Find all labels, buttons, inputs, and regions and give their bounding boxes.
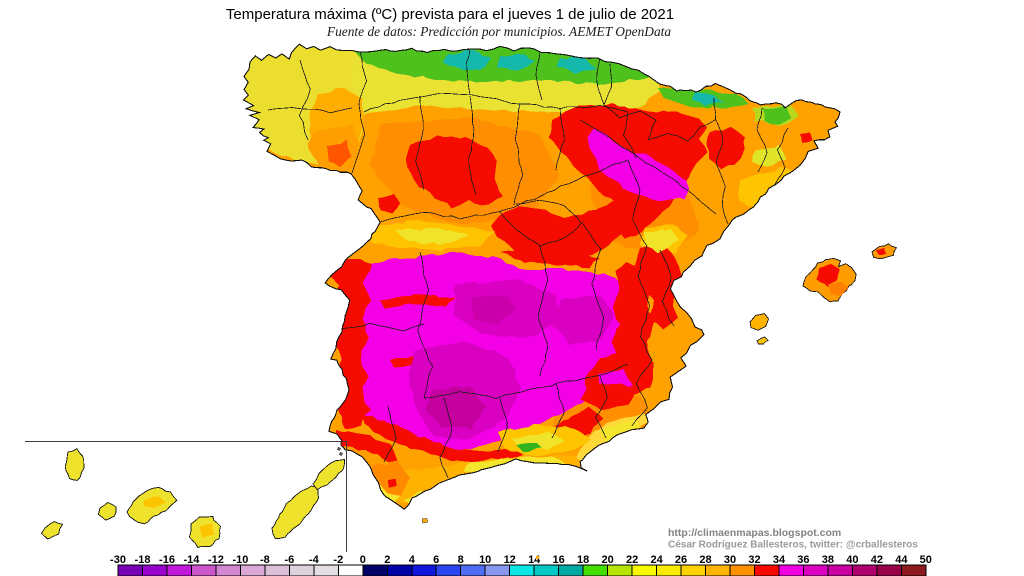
svg-text:-10: -10 bbox=[232, 554, 248, 566]
svg-text:22: 22 bbox=[626, 554, 638, 566]
svg-text:Temperatura máxima (ºC) previs: Temperatura máxima (ºC) prevista para el… bbox=[226, 6, 674, 23]
svg-text:50: 50 bbox=[920, 554, 932, 566]
svg-text:34: 34 bbox=[773, 554, 786, 566]
svg-text:6: 6 bbox=[433, 554, 439, 566]
svg-text:42: 42 bbox=[871, 554, 883, 566]
svg-text:20: 20 bbox=[601, 554, 613, 566]
svg-text:28: 28 bbox=[699, 554, 711, 566]
svg-text:2: 2 bbox=[384, 554, 390, 566]
svg-text:-12: -12 bbox=[208, 554, 224, 566]
svg-text:8: 8 bbox=[458, 554, 464, 566]
svg-text:-4: -4 bbox=[309, 554, 320, 566]
svg-text:24: 24 bbox=[650, 554, 663, 566]
svg-text:-14: -14 bbox=[183, 554, 200, 566]
svg-text:40: 40 bbox=[846, 554, 858, 566]
svg-text:16: 16 bbox=[552, 554, 564, 566]
svg-text:44: 44 bbox=[895, 554, 908, 566]
svg-text:30: 30 bbox=[724, 554, 736, 566]
svg-text:32: 32 bbox=[748, 554, 760, 566]
svg-text:14: 14 bbox=[528, 554, 541, 566]
svg-text:12: 12 bbox=[504, 554, 516, 566]
svg-text:-16: -16 bbox=[159, 554, 175, 566]
svg-text:18: 18 bbox=[577, 554, 589, 566]
svg-text:10: 10 bbox=[479, 554, 491, 566]
svg-text:26: 26 bbox=[675, 554, 687, 566]
svg-text:4: 4 bbox=[409, 554, 416, 566]
svg-text:-18: -18 bbox=[135, 554, 151, 566]
svg-text:Fuente de datos: Predicción po: Fuente de datos: Predicción por municipi… bbox=[326, 24, 671, 39]
svg-text:-6: -6 bbox=[285, 554, 295, 566]
svg-text:36: 36 bbox=[797, 554, 809, 566]
svg-text:http://climaenmapas.blogspot.c: http://climaenmapas.blogspot.com bbox=[668, 527, 841, 539]
svg-text:-8: -8 bbox=[260, 554, 270, 566]
svg-text:-2: -2 bbox=[333, 554, 343, 566]
svg-text:0: 0 bbox=[360, 554, 366, 566]
svg-text:-30: -30 bbox=[110, 554, 126, 566]
svg-text:38: 38 bbox=[822, 554, 834, 566]
svg-text:César Rodríguez Ballesteros, t: César Rodríguez Ballesteros, twitter: @c… bbox=[668, 540, 918, 551]
